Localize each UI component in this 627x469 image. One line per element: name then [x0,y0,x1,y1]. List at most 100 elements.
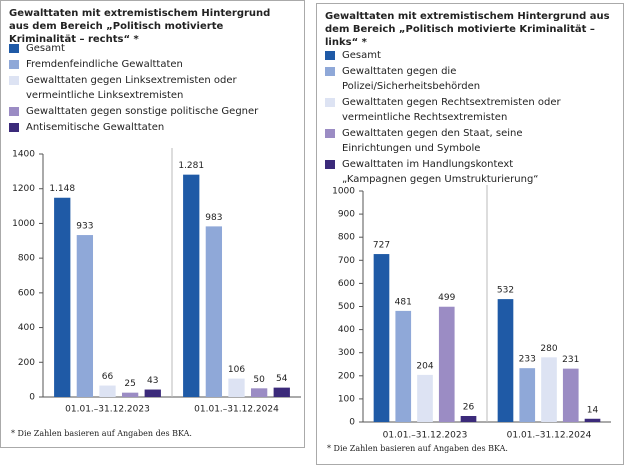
value-label: 481 [395,297,412,307]
y-tick-label: 800 [18,254,35,264]
value-label: 204 [416,361,433,371]
legend-item: Gewalttaten gegen den Staat, seine Einri… [325,126,580,156]
y-tick-label: 400 [338,325,355,335]
y-tick-label: 500 [338,302,355,312]
bar [121,392,139,397]
legend-label: Fremdenfeindliche Gewalttaten [26,59,183,70]
legend-swatch [9,107,19,116]
legend-item: Gewalttaten gegen die Polizei/Sicherheit… [325,64,580,94]
legend-swatch [9,123,19,132]
legend-item: Gewalttaten gegen Rechtsextremisten oder… [325,95,580,125]
legend-swatch [325,67,335,76]
value-label: 50 [253,375,265,385]
value-label: 933 [76,222,93,232]
bar [144,389,161,397]
bar [460,415,477,422]
value-label: 54 [276,374,288,384]
value-label: 280 [540,344,557,354]
legend-item: Gewalttaten gegen sonstige politische Ge… [9,104,289,119]
bar [562,368,579,422]
legend-swatch [9,60,19,69]
y-tick-label: 1200 [12,184,35,194]
legend-item: Gesamt [9,41,289,56]
legend-item: Antisemitische Gewalttaten [9,120,289,135]
chart-title: Gewalttaten mit extremistischem Hintergr… [9,8,271,45]
legend-label: Gewalttaten im Handlungskontext „Kampagn… [342,159,539,185]
y-tick-label: 800 [338,233,355,243]
legend-label: Gewalttaten gegen Linksextremisten oder … [26,75,237,101]
value-label: 233 [519,355,536,365]
y-tick-label: 0 [29,393,35,403]
y-tick-label: 1000 [332,187,355,197]
bar [183,174,200,397]
legend-item: Gewalttaten im Handlungskontext „Kampagn… [325,157,580,187]
bar [250,388,268,397]
y-tick-label: 100 [338,394,355,404]
value-label: 66 [102,372,114,382]
value-label: 106 [228,365,245,375]
legend-label: Gesamt [342,50,381,61]
chart: 0 100 200 300 400 500 600 700 800 900 1000 01.01.–3… [332,185,611,441]
value-label: 25 [124,379,135,389]
legend-label: Gewalttaten gegen Rechtsextremisten oder… [342,97,561,123]
x-tick-label: 01.01.–31.12.2024 [507,431,592,441]
chart: 0 200 400 600 800 1000 1200 1400 01.01.–31.12.20… [12,148,301,415]
legend-label: Gewalttaten gegen die Polizei/Sicherheit… [342,66,481,92]
value-label: 14 [587,405,599,415]
legend-swatch [9,44,19,53]
y-tick-label: 0 [349,418,355,428]
legend-label: Antisemitische Gewalttaten [26,122,165,133]
bar [373,254,390,422]
value-label: 43 [147,376,158,386]
legend-label: Gewalttaten gegen sonstige politische Ge… [26,106,259,117]
y-tick-label: 700 [338,256,355,266]
y-tick-label: 1000 [12,219,35,229]
x-tick-label: 01.01.–31.12.2024 [194,405,279,415]
legend-swatch [9,76,19,85]
bar [417,374,433,422]
bar [395,310,412,422]
legend-swatch [325,129,335,138]
y-tick-label: 400 [18,323,35,333]
bar [99,385,116,397]
bar [205,226,223,397]
legend-swatch [325,98,335,107]
legend-item: Gewalttaten gegen Linksextremisten oder … [9,73,289,103]
value-label: 727 [373,241,390,251]
legend-item: Fremdenfeindliche Gewalttaten [9,57,289,72]
bar [228,378,245,397]
y-tick-label: 200 [338,371,355,381]
footnote: * Die Zahlen basieren auf Angaben des BK… [327,444,508,453]
chart-title: Gewalttaten mit extremistischem Hintergr… [325,11,610,48]
bar [273,387,290,397]
bar [54,197,71,397]
footnote: * Die Zahlen basieren auf Angaben des BK… [11,429,192,438]
chart-panel: Gewalttaten mit extremistischem Hintergr… [0,0,305,448]
legend-label: Gesamt [26,43,65,54]
value-label: 499 [438,293,455,303]
value-label: 983 [205,213,222,223]
value-label: 231 [562,355,579,365]
bar [541,357,557,422]
x-tick-label: 01.01.–31.12.2023 [65,405,150,415]
chart-panel: Gewalttaten mit extremistischem Hintergr… [316,3,624,465]
y-tick-label: 900 [338,210,355,220]
legend-swatch [325,160,335,169]
bar [438,306,455,422]
value-label: 532 [497,286,514,296]
value-label: 1.281 [178,161,204,171]
legend: Gesamt Fremdenfeindliche Gewalttaten Gewal… [9,41,289,136]
x-tick-label: 01.01.–31.12.2023 [383,431,468,441]
y-tick-label: 300 [338,348,355,358]
bar [519,368,536,422]
legend-item: Gesamt [325,48,580,63]
bar [584,418,601,422]
y-tick-label: 200 [18,358,35,368]
legend: Gesamt Gewalttaten gegen die Polizei/Sich… [325,48,580,188]
legend-swatch [325,51,335,60]
value-label: 1.148 [49,184,75,194]
bar [76,235,94,397]
legend-label: Gewalttaten gegen den Staat, seine Einri… [342,128,523,154]
y-tick-label: 600 [338,279,355,289]
value-label: 26 [463,402,475,412]
